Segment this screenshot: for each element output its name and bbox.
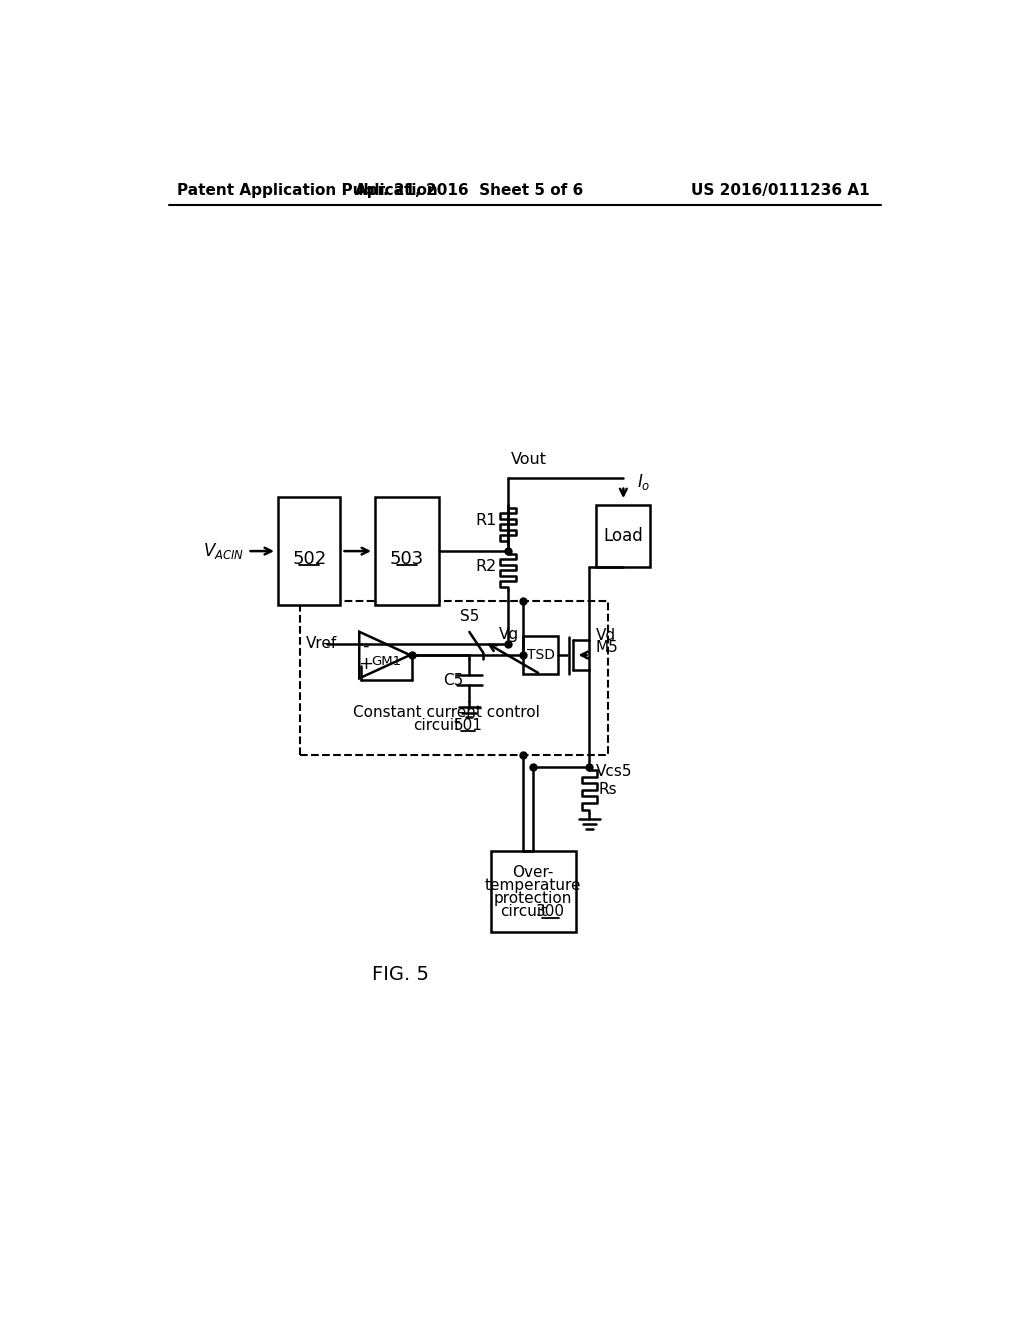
Text: $V_{ACIN}$: $V_{ACIN}$: [203, 541, 245, 561]
Text: +: +: [358, 655, 373, 673]
Bar: [376, 498, 438, 605]
Text: Vcs5: Vcs5: [596, 764, 632, 779]
Text: temperature: temperature: [485, 878, 582, 894]
Text: Rs: Rs: [599, 783, 617, 797]
Text: Constant current control: Constant current control: [353, 705, 540, 721]
Text: Patent Application Publication: Patent Application Publication: [177, 183, 437, 198]
Text: $I_o$: $I_o$: [637, 471, 650, 492]
Text: GM1: GM1: [371, 655, 401, 668]
Text: Over-: Over-: [513, 865, 554, 880]
Text: Vref: Vref: [306, 636, 337, 651]
Text: C5: C5: [443, 673, 463, 688]
Bar: [490, 851, 575, 932]
Text: 503: 503: [390, 550, 424, 568]
Text: 501: 501: [454, 718, 482, 734]
Text: 502: 502: [292, 550, 327, 568]
Text: Apr. 21, 2016  Sheet 5 of 6: Apr. 21, 2016 Sheet 5 of 6: [355, 183, 584, 198]
Text: TSD: TSD: [526, 648, 555, 663]
Text: circuit: circuit: [414, 718, 461, 734]
Text: S5: S5: [460, 610, 479, 624]
Text: US 2016/0111236 A1: US 2016/0111236 A1: [691, 183, 869, 198]
Text: R2: R2: [475, 558, 497, 574]
Text: FIG. 5: FIG. 5: [372, 965, 429, 985]
Text: Vg: Vg: [500, 627, 519, 642]
Text: Vout: Vout: [511, 453, 547, 467]
Text: circuit: circuit: [501, 904, 548, 920]
Bar: [300, 601, 608, 755]
Bar: [523, 636, 558, 675]
Text: Vd: Vd: [596, 628, 615, 643]
Text: -: -: [362, 636, 369, 655]
Text: M5: M5: [596, 640, 618, 655]
Text: protection: protection: [495, 891, 572, 907]
Bar: [279, 498, 340, 605]
Text: Load: Load: [603, 527, 643, 545]
Text: R1: R1: [475, 512, 497, 528]
Text: 300: 300: [536, 904, 564, 920]
Bar: [596, 504, 650, 566]
